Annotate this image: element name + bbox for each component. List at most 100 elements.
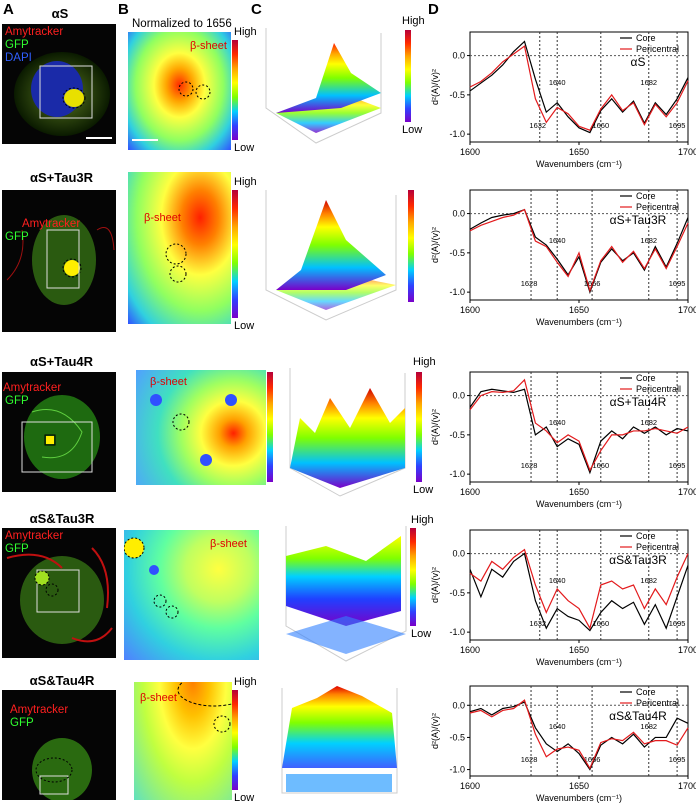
stain-label-gfp: GFP	[10, 717, 34, 729]
y-tick-label: -0.5	[449, 588, 465, 598]
y-axis-label: d²(A)/(v)²	[430, 567, 440, 603]
stain-label-gfp: GFP	[5, 39, 29, 51]
x-tick-label: 1700	[678, 305, 696, 315]
x-tick-label: 1700	[678, 781, 696, 791]
x-tick-label: 1650	[569, 147, 589, 157]
x-tick-label: 1600	[460, 305, 480, 315]
row-title: αS+Tau4R	[29, 354, 94, 369]
surface-low-label: Low	[413, 484, 434, 496]
beta-sheet-heatmap: β-sheet	[128, 32, 231, 150]
ftir-spectrum: 0.0 -0.5 -1.0 1600 1650 1700 Wavenumbers (cm⁻¹…	[430, 371, 696, 509]
legend-pericentral-label: Pericentral	[636, 542, 679, 552]
beta-sheet-label: β-sheet	[144, 212, 181, 224]
colorbar-high-label: High	[234, 676, 257, 688]
stain-label-amytracker: Amytracker	[5, 26, 64, 38]
y-tick-label: -0.5	[449, 732, 465, 742]
x-axis-label: Wavenumbers (cm⁻¹)	[536, 657, 622, 667]
core-series-line	[469, 701, 689, 771]
y-tick-label: 0.0	[452, 549, 465, 559]
beta-sheet-heatmap: β-sheet	[134, 682, 232, 800]
peak-label: 1640	[549, 722, 566, 731]
pericentral-series-line	[469, 208, 689, 293]
stain-label-amytracker: Amytracker	[3, 382, 62, 394]
peak-label: 1695	[669, 461, 686, 470]
peak-label: 1632	[529, 121, 546, 130]
stain-label-amytracker: Amytracker	[10, 704, 69, 716]
panel-label-a: A	[3, 1, 14, 18]
panel-label-b: B	[118, 1, 129, 18]
microscopy-drawing	[6, 547, 113, 644]
peak-label: 1695	[669, 755, 686, 764]
panel-label-c: C	[251, 1, 262, 18]
beta-sheet-label: β-sheet	[150, 376, 187, 388]
heatmap-markers	[150, 394, 237, 466]
colorbar-low-label: Low	[234, 142, 255, 154]
y-axis-label: d²(A)/(v)²	[430, 227, 440, 263]
spectrum-title: αS+Tau3R	[610, 213, 667, 227]
colorbar-high-label: High	[234, 176, 257, 188]
legend-core-label: Core	[636, 191, 656, 201]
y-tick-label: -1.0	[449, 287, 465, 297]
peak-label: 1682	[640, 722, 657, 731]
colorbar	[232, 40, 238, 140]
y-tick-label: -1.0	[449, 469, 465, 479]
normalization-label: Normalized to 1656	[132, 18, 232, 30]
ftir-spectrum: 0.0 -0.5 -1.0 1600 1650 1700 Wavenumbers (cm⁻¹…	[430, 31, 696, 169]
heatmap-markers	[132, 81, 211, 141]
peak-label: 1640	[549, 236, 566, 245]
pericentral-series-line	[469, 699, 689, 770]
surface-plot-3d	[265, 190, 397, 321]
peak-label: 1656	[584, 755, 601, 764]
colorbar	[267, 372, 273, 482]
surface-low-label: Low	[411, 628, 432, 640]
y-tick-label: 0.0	[452, 391, 465, 401]
peak-label: 1660	[592, 619, 609, 628]
beta-sheet-label: β-sheet	[190, 40, 227, 52]
microscopy-image: Amytracker GFP DAPI	[2, 24, 116, 144]
x-tick-label: 1650	[569, 305, 589, 315]
stain-label-dapi: DAPI	[5, 52, 32, 64]
microscopy-image: Amytracker GFP	[2, 372, 116, 492]
peak-label: 1682	[640, 236, 657, 245]
x-tick-label: 1600	[460, 781, 480, 791]
colorbar	[232, 690, 238, 790]
ftir-spectrum: 0.0 -0.5 -1.0 1600 1650 1700 Wavenumbers (cm⁻¹…	[430, 529, 696, 667]
peak-label: 1640	[549, 78, 566, 87]
row-title: αS&Tau4R	[29, 673, 95, 688]
x-tick-label: 1700	[678, 487, 696, 497]
y-tick-label: -0.5	[449, 430, 465, 440]
peak-label: 1640	[549, 576, 566, 585]
x-axis-label: Wavenumbers (cm⁻¹)	[536, 499, 622, 509]
surface-high-label: High	[402, 15, 425, 27]
row-title: αS+Tau3R	[29, 170, 94, 185]
row-title: αS	[51, 6, 69, 21]
pericentral-series-line	[469, 548, 689, 630]
legend-pericentral-label: Pericentral	[636, 698, 679, 708]
row-title: αS&Tau3R	[29, 511, 95, 526]
peak-label: 1632	[529, 619, 546, 628]
stain-label-gfp: GFP	[5, 543, 29, 555]
peak-label: 1628	[521, 461, 538, 470]
stain-label-gfp: GFP	[5, 231, 29, 243]
surface-high-label: High	[413, 356, 436, 368]
beta-sheet-label: β-sheet	[140, 692, 177, 704]
microscopy-drawing	[32, 738, 92, 800]
x-axis-label: Wavenumbers (cm⁻¹)	[536, 159, 622, 169]
surface-plot-3d	[289, 368, 406, 497]
x-tick-label: 1650	[569, 781, 589, 791]
x-tick-label: 1650	[569, 645, 589, 655]
x-tick-label: 1700	[678, 147, 696, 157]
heatmap-markers	[124, 537, 179, 619]
core-series-line	[469, 552, 689, 632]
peak-label: 1695	[669, 619, 686, 628]
legend-pericentral-label: Pericentral	[636, 202, 679, 212]
legend-core-label: Core	[636, 373, 656, 383]
peak-label: 1660	[592, 121, 609, 130]
y-axis-label: d²(A)/(v)²	[430, 713, 440, 749]
peak-label: 1628	[521, 279, 538, 288]
peak-label: 1640	[549, 418, 566, 427]
y-tick-label: -1.0	[449, 627, 465, 637]
y-tick-label: 0.0	[452, 700, 465, 710]
y-tick-label: 0.0	[452, 209, 465, 219]
spectrum-title: αS&Tau4R	[609, 709, 667, 723]
